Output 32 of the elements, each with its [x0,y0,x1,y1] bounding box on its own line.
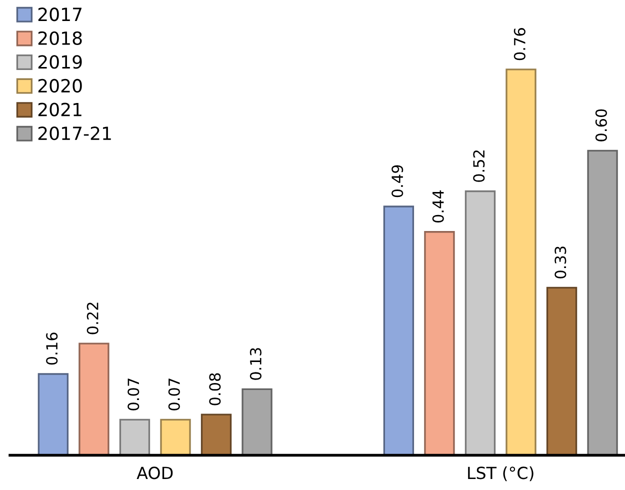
bar [200,414,232,456]
legend-label: 2021 [38,102,82,116]
legend-label: 2018 [38,31,82,45]
bar [78,342,110,456]
legend-label: 2017-21 [38,126,111,140]
data-label: 0.33 [554,246,566,278]
bar [119,418,150,456]
bar [424,231,455,456]
data-label: 0.22 [86,302,98,334]
bar [383,206,414,456]
data-label: 0.13 [250,348,262,380]
bar [242,388,272,456]
bar [506,68,536,456]
x-tick-label: LST (°C) [468,466,534,482]
data-label: 0.44 [432,190,444,223]
bar [160,418,191,456]
data-label: 0.52 [473,150,485,182]
data-label: 0.60 [595,109,607,142]
data-label: 0.76 [514,28,526,60]
data-label: 0.07 [168,378,180,410]
data-label: 0.07 [128,378,140,410]
bar [546,286,578,456]
data-label: 0.16 [46,332,58,365]
legend-label: 2017 [38,8,82,22]
legend-label: 2019 [38,55,82,69]
data-label: 0.08 [209,373,221,406]
bar [464,190,496,456]
x-tick-label: AOD [136,466,173,480]
legend-label: 2020 [38,78,82,93]
bar [38,373,69,456]
data-label: 0.49 [392,165,404,198]
bar [587,150,618,456]
